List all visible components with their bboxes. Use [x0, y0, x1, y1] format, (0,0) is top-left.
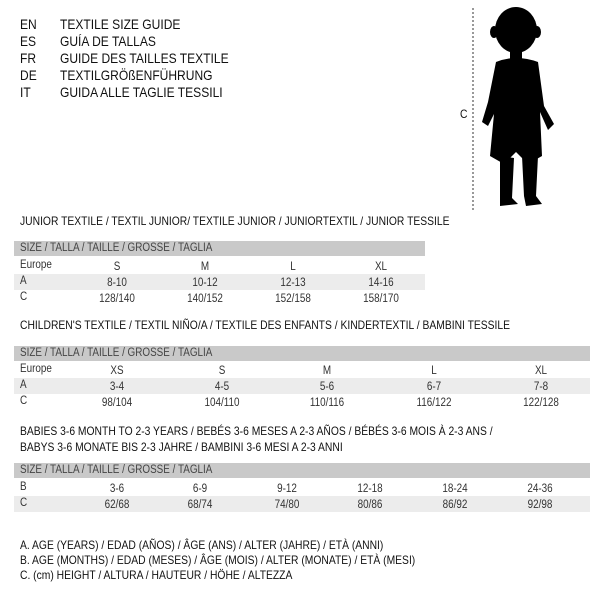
- table-cell: 158/170: [363, 293, 399, 305]
- row-label: C: [20, 497, 28, 509]
- table-cell: 3-4: [109, 381, 125, 393]
- legend-line: B. AGE (MONTHS) / EDAD (MESES) / ÂGE (MO…: [20, 553, 416, 567]
- row-label: A: [20, 379, 27, 391]
- row-shading: [14, 274, 425, 290]
- table-cell: 122/128: [523, 397, 559, 409]
- table-cell: M: [200, 261, 210, 273]
- size-header-label: SIZE / TALLA / TAILLE / GRÖSSE / TAGLIA: [20, 347, 213, 359]
- table-cell: XS: [110, 365, 124, 377]
- table-cell: 104/110: [204, 397, 240, 409]
- language-title: GUIDA ALLE TAGLIE TESSILI: [60, 84, 223, 100]
- table-cell: 80/86: [357, 499, 383, 511]
- row-shading: [14, 496, 590, 512]
- row-label: C: [20, 395, 28, 407]
- table-cell: 6-9: [192, 483, 208, 495]
- table-cell: 24-36: [527, 483, 553, 495]
- row-label: Europe: [20, 363, 52, 375]
- table-cell: 14-16: [368, 277, 394, 289]
- section-heading: BABIES 3-6 MONTH TO 2-3 YEARS / BEBÉS 3-…: [20, 424, 493, 438]
- table-cell: 3-6: [109, 483, 125, 495]
- table-cell: 4-5: [214, 381, 230, 393]
- row-label: B: [20, 481, 27, 493]
- size-header-bar: SIZE / TALLA / TAILLE / GRÖSSE / TAGLIA: [14, 346, 590, 361]
- table-cell: 8-10: [107, 277, 127, 289]
- table-cell: 152/158: [275, 293, 311, 305]
- table-cell: 9-12: [277, 483, 297, 495]
- table-cell: XL: [374, 261, 388, 273]
- legend-line: C. (cm) HEIGHT / ALTURA / HAUTEUR / HÖHE…: [20, 568, 293, 582]
- size-header-label: SIZE / TALLA / TAILLE / GRÖSSE / TAGLIA: [20, 242, 213, 254]
- language-code: FR: [20, 50, 37, 66]
- table-cell: 12-18: [357, 483, 383, 495]
- table-cell: S: [218, 365, 226, 377]
- language-code: IT: [20, 84, 31, 100]
- row-label: A: [20, 275, 27, 287]
- language-title: TEXTILE SIZE GUIDE: [60, 16, 181, 32]
- size-header-bar: SIZE / TALLA / TAILLE / GRÖSSE / TAGLIA: [14, 463, 590, 478]
- language-title: TEXTILGRÖßENFÜHRUNG: [60, 67, 213, 83]
- language-title: GUÍA DE TALLAS: [60, 33, 156, 49]
- language-code: DE: [20, 67, 37, 83]
- table-cell: 86/92: [442, 499, 468, 511]
- table-cell: 110/116: [309, 397, 345, 409]
- table-cell: 74/80: [274, 499, 300, 511]
- baby-silhouette-icon: [472, 7, 554, 210]
- language-code: EN: [20, 16, 37, 32]
- table-cell: 140/152: [187, 293, 223, 305]
- legend-line: A. AGE (YEARS) / EDAD (AÑOS) / ÂGE (ANS)…: [20, 538, 384, 552]
- table-cell: 98/104: [101, 397, 133, 409]
- table-cell: 10-12: [192, 277, 218, 289]
- table-cell: M: [322, 365, 332, 377]
- row-shading: [14, 378, 590, 394]
- table-cell: 68/74: [187, 499, 213, 511]
- table-cell: 92/98: [527, 499, 553, 511]
- size-header-label: SIZE / TALLA / TAILLE / GRÖSSE / TAGLIA: [20, 464, 213, 476]
- table-cell: S: [113, 261, 121, 273]
- language-title: GUIDE DES TAILLES TEXTILE: [60, 50, 229, 66]
- height-label: C: [460, 107, 468, 121]
- table-cell: 7-8: [533, 381, 549, 393]
- section-heading: CHILDREN'S TEXTILE / TEXTIL NIÑO/A / TEX…: [20, 318, 511, 332]
- row-label: C: [20, 291, 28, 303]
- table-cell: 6-7: [426, 381, 442, 393]
- row-label: Europe: [20, 259, 52, 271]
- table-cell: 18-24: [442, 483, 468, 495]
- table-cell: 128/140: [99, 293, 135, 305]
- table-cell: 5-6: [319, 381, 335, 393]
- section-heading: JUNIOR TEXTILE / TEXTIL JUNIOR/ TEXTILE …: [20, 214, 450, 228]
- table-cell: 116/122: [416, 397, 452, 409]
- language-code: ES: [20, 33, 37, 49]
- table-cell: L: [290, 261, 296, 273]
- table-cell: 12-13: [280, 277, 306, 289]
- table-cell: XL: [534, 365, 548, 377]
- section-heading: BABYS 3-6 MONATE BIS 2-3 JAHRE / BAMBINI…: [20, 440, 343, 454]
- table-cell: L: [431, 365, 437, 377]
- table-cell: 62/68: [104, 499, 130, 511]
- size-header-bar: SIZE / TALLA / TAILLE / GRÖSSE / TAGLIA: [14, 241, 425, 256]
